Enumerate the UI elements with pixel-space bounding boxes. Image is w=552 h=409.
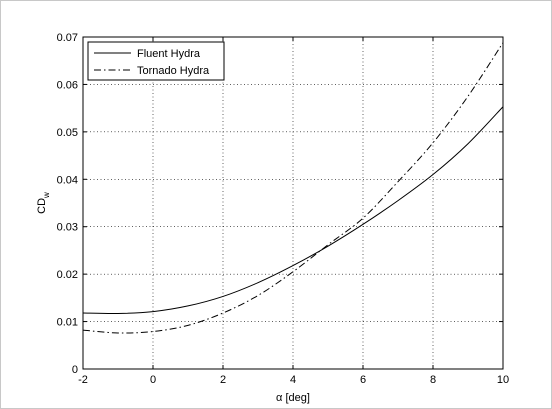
legend-label-fluent: Fluent Hydra [137,48,201,60]
y-tick-label: 0.03 [57,222,78,234]
y-tick-label: 0 [72,364,78,376]
legend-box [87,41,225,81]
legend-label-tornado: Tornado Hydra [137,65,210,77]
y-tick-label: 0.02 [57,269,78,281]
series-lines [82,42,504,334]
y-tick-label: 0.01 [57,317,78,329]
y-axis-label: CDw [36,192,51,214]
x-tick-label: 4 [290,374,296,386]
y-axis-label-subscript: w [42,192,51,199]
series-line-tornado-hydra [82,42,504,334]
y-axis-label-main: CD [36,198,48,214]
x-tick-label: -2 [78,374,88,386]
series-line-fluent-hydra [82,106,504,315]
x-tick-label: 10 [497,374,509,386]
y-tick-label: 0.05 [57,127,78,139]
y-tick-label: 0.07 [57,32,78,44]
x-tick-label: 0 [150,374,156,386]
y-tick-label: 0.04 [57,174,78,186]
x-tick-label: 8 [430,374,436,386]
y-tick-label: 0.06 [57,79,78,91]
grid-lines [83,37,503,369]
x-tick-label: 2 [220,374,226,386]
x-tick-label: 6 [360,374,366,386]
x-axis-label: α [deg] [276,392,310,404]
legend: Fluent Hydra Tornado Hydra [87,41,225,81]
